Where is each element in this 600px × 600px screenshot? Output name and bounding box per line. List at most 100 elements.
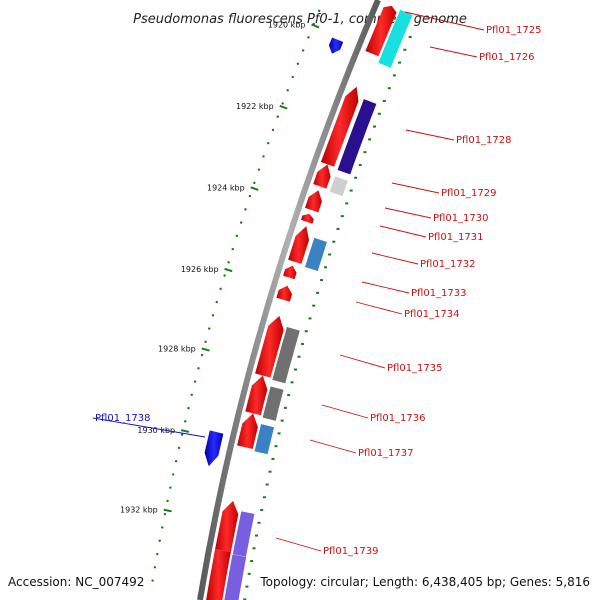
- leader-line: [92, 417, 206, 438]
- scale-dot: [257, 168, 261, 171]
- scale-dot: [169, 486, 172, 489]
- cog-box-pfl01_1736: [261, 385, 285, 422]
- gene-arrow-pfl01_1731[interactable]: [301, 213, 314, 224]
- gene-label-pfl01_1733[interactable]: Pfl01_1733: [411, 288, 467, 299]
- scale-dot: [271, 128, 275, 132]
- scale-dot: [197, 367, 200, 370]
- outer-dot: [392, 74, 396, 77]
- scale-dot: [161, 526, 164, 529]
- scale-tick: [180, 429, 190, 433]
- outer-dot: [308, 317, 312, 320]
- cog-box-pfl01_1726: [377, 9, 414, 69]
- outer-dot: [368, 138, 372, 141]
- outer-dot: [340, 215, 344, 218]
- outer-dot: [358, 163, 362, 166]
- scale-dots: [151, 9, 321, 582]
- gene-label-pfl01_1725[interactable]: Pfl01_1725: [486, 25, 542, 36]
- outer-dot: [277, 432, 281, 435]
- gene-label-pfl01_1734[interactable]: Pfl01_1734: [404, 309, 460, 320]
- outer-dot: [408, 35, 412, 38]
- gene-label-pfl01_1739[interactable]: Pfl01_1739: [323, 546, 379, 557]
- cog-box-pfl01_1728: [336, 98, 378, 176]
- scale-dot: [248, 194, 252, 198]
- leader-line: [321, 404, 369, 419]
- scale-dot: [184, 420, 187, 423]
- outer-dot: [262, 496, 266, 499]
- scale-dot: [151, 579, 154, 582]
- scale-dot: [281, 102, 284, 105]
- leader-line: [339, 354, 386, 369]
- scale-dot: [291, 75, 294, 79]
- scale-tick: [279, 104, 288, 110]
- cog-box-pfl01_1732: [304, 237, 328, 272]
- scale-dot: [193, 380, 197, 383]
- gene-label-pfl01_1730[interactable]: Pfl01_1730: [433, 213, 489, 224]
- gene-label-pfl01_1731[interactable]: Pfl01_1731: [428, 232, 484, 243]
- outer-dot: [336, 227, 340, 230]
- scale-dot: [262, 155, 265, 158]
- gene-label-pfl01_1736[interactable]: Pfl01_1736: [370, 413, 426, 424]
- leader-line: [405, 129, 455, 141]
- gene-label-pfl01_1729[interactable]: Pfl01_1729: [441, 188, 497, 199]
- leader-line: [384, 207, 432, 219]
- outer-dot: [354, 176, 358, 179]
- gene-arrow-pfl01_1732[interactable]: [288, 226, 309, 264]
- scale-tick: [224, 267, 233, 273]
- gene-arrow-pfl01_1734[interactable]: [276, 285, 293, 302]
- cog-dots: [243, 35, 412, 600]
- gene-arrow-pfl01_1737[interactable]: [237, 413, 258, 449]
- gene-arrow-pfl01_1739[interactable]: [215, 500, 239, 553]
- gene-label-pfl01_1726[interactable]: Pfl01_1726: [479, 52, 535, 63]
- gene-label-pfl01_1738[interactable]: Pfl01_1738: [95, 413, 151, 424]
- leader-line: [379, 225, 427, 238]
- outer-dot: [304, 330, 308, 333]
- gene-arrows: [204, 5, 397, 600]
- outer-dot: [377, 112, 381, 115]
- gene-label-pfl01_1735[interactable]: Pfl01_1735: [387, 363, 443, 374]
- scale-dot: [174, 459, 178, 463]
- scale-dot: [180, 433, 184, 436]
- scale-tick-label: 1920 kbp: [268, 20, 306, 29]
- outer-dot: [287, 394, 291, 397]
- outer-dot: [243, 598, 247, 600]
- outer-dot: [382, 99, 386, 102]
- leader-line: [371, 252, 419, 265]
- scale-dot: [223, 274, 226, 277]
- scale-dot: [239, 221, 243, 224]
- gene-arrow-pfl01_1728[interactable]: [320, 86, 359, 167]
- gene-arrow-pfl01_1730[interactable]: [305, 190, 322, 213]
- gene-arrow-pfl01_1725[interactable]: [365, 5, 397, 57]
- outer-dot: [316, 291, 320, 294]
- gene-arrow-pfl01_1735[interactable]: [255, 315, 284, 378]
- scale-dot: [296, 62, 300, 65]
- gene-arrow-small-minus[interactable]: [328, 37, 344, 54]
- outer-dot: [297, 355, 301, 358]
- scale-dot: [187, 406, 190, 410]
- scale-dot: [204, 340, 207, 344]
- scale-dot: [307, 36, 310, 39]
- gene-label-pfl01_1737[interactable]: Pfl01_1737: [358, 448, 414, 459]
- gene-arrow-pfl01_1733[interactable]: [283, 265, 297, 280]
- gene-arrow-pfl01_1729[interactable]: [313, 164, 331, 189]
- leader-line: [404, 11, 485, 31]
- gene-label-pfl01_1728[interactable]: Pfl01_1728: [456, 135, 512, 146]
- scale-dot: [276, 115, 280, 118]
- scale-tick: [311, 23, 320, 29]
- scale-dot: [317, 9, 321, 13]
- cog-box-pfl01_1737: [253, 423, 275, 455]
- outer-dot: [268, 470, 272, 473]
- leader-line: [309, 439, 357, 454]
- accession-text: Accession: NC_007492: [8, 575, 144, 589]
- gene-labels: Pfl01_1725 Pfl01_1726 Pfl01_1728 Pfl01_1729…: [95, 25, 542, 557]
- scale-tick-label: 1932 kbp: [120, 506, 158, 515]
- gene-arrow-pfl01_1738[interactable]: [204, 430, 224, 467]
- scale-dot: [190, 393, 193, 397]
- gene-arrow-pfl01_1736[interactable]: [245, 375, 268, 416]
- scale-tick-label: 1922 kbp: [236, 102, 274, 111]
- gene-label-pfl01_1732[interactable]: Pfl01_1732: [420, 259, 476, 270]
- outer-dot: [265, 483, 269, 486]
- scale-ticks: 1920 kbp 1922 kbp 1924 kbp 1926 kbp 1928 kbp…: [120, 20, 320, 515]
- scale-dot: [156, 552, 159, 556]
- scale-dot: [215, 300, 218, 304]
